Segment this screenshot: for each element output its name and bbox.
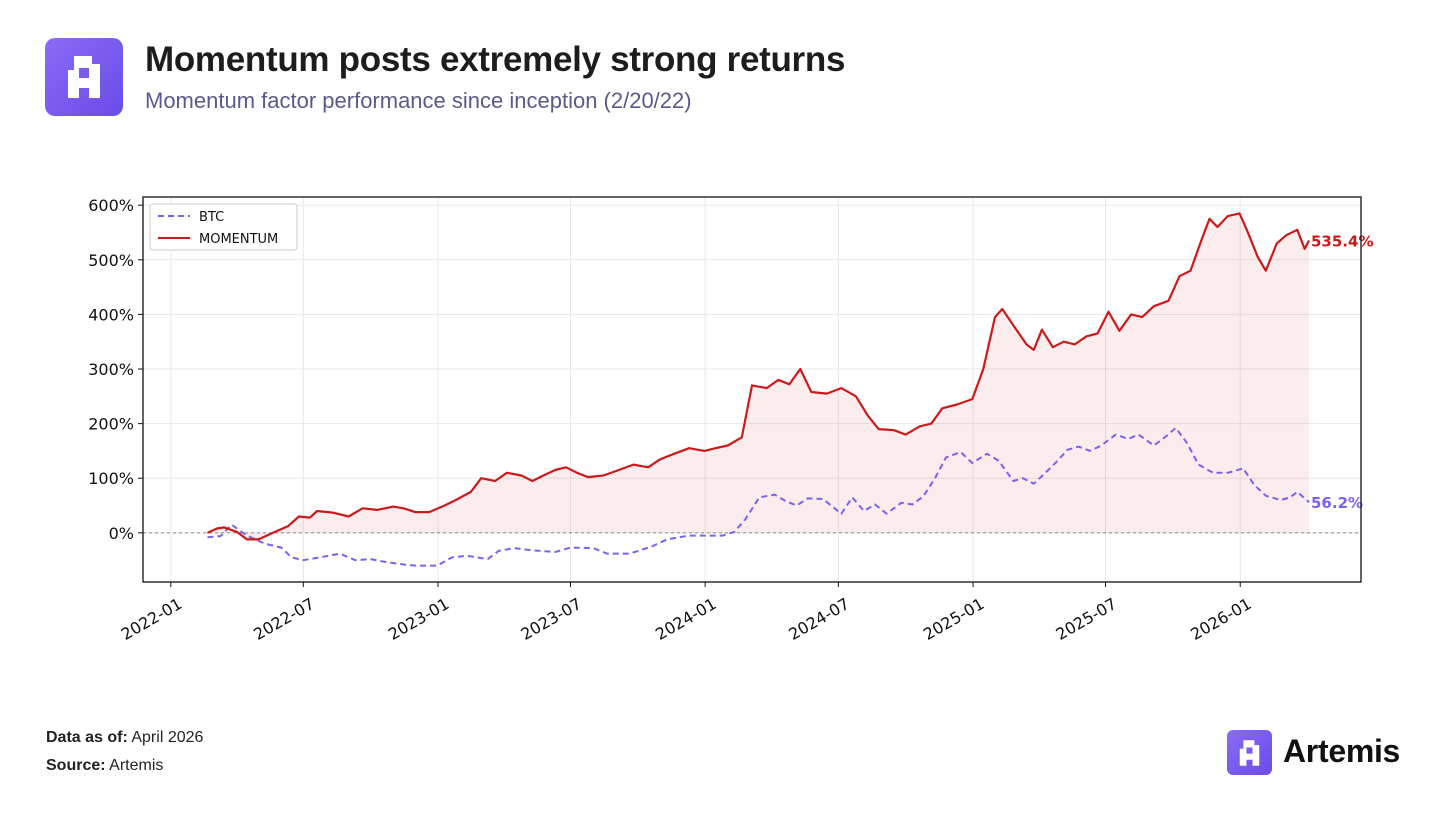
brand-name: Artemis: [1283, 733, 1401, 769]
source-value: Artemis: [109, 757, 164, 774]
y-tick-label: 500%: [88, 251, 134, 270]
data-as-of-value: April 2026: [131, 729, 204, 746]
artemis-logo-icon: [45, 38, 123, 116]
page-subtitle: Momentum factor performance since incept…: [145, 88, 692, 113]
x-tick-label: 2023-07: [517, 594, 584, 644]
artemis-brand-glyph-icon: [1239, 740, 1260, 766]
plot-frame: [142, 196, 1362, 583]
artemis-brand-icon: [1227, 730, 1272, 775]
y-tick-label: 0%: [109, 524, 134, 543]
x-tick-label: 2023-01: [385, 594, 452, 644]
series-line-btc: [207, 427, 1310, 567]
x-tick-label: 2026-01: [1187, 594, 1254, 644]
data-as-of-label: Data as of:: [46, 729, 128, 746]
legend: BTC MOMENTUM: [149, 203, 298, 251]
y-tick-label: 200%: [88, 415, 134, 434]
x-tick-label: 2024-07: [785, 594, 852, 644]
x-tick-label: 2025-07: [1053, 594, 1120, 644]
page-title: Momentum posts extremely strong returns: [145, 40, 846, 79]
y-tick-label: 600%: [88, 196, 134, 215]
y-tick-label: 400%: [88, 305, 134, 324]
end-value-label-momentum: 535.4%: [1311, 232, 1373, 250]
legend-label-momentum: MOMENTUM: [199, 232, 278, 247]
area-fill-momentum: [207, 213, 1310, 540]
x-tick-label: 2024-01: [652, 594, 719, 644]
y-tick-label: 100%: [88, 469, 134, 488]
data-as-of: Data as of: April 2026: [46, 729, 203, 747]
series-line-momentum: [206, 212, 1310, 541]
y-tick-label: 300%: [88, 360, 134, 379]
x-tick-label: 2022-07: [250, 594, 317, 644]
x-tick-label: 2022-01: [118, 594, 185, 644]
x-tick-label: 2025-01: [920, 594, 987, 644]
end-value-label-btc: 56.2%: [1311, 494, 1363, 512]
source-label: Source:: [46, 757, 106, 774]
artemis-glyph-icon: [68, 56, 100, 98]
source-line: Source: Artemis: [46, 757, 163, 775]
legend-label-btc: BTC: [199, 210, 224, 225]
